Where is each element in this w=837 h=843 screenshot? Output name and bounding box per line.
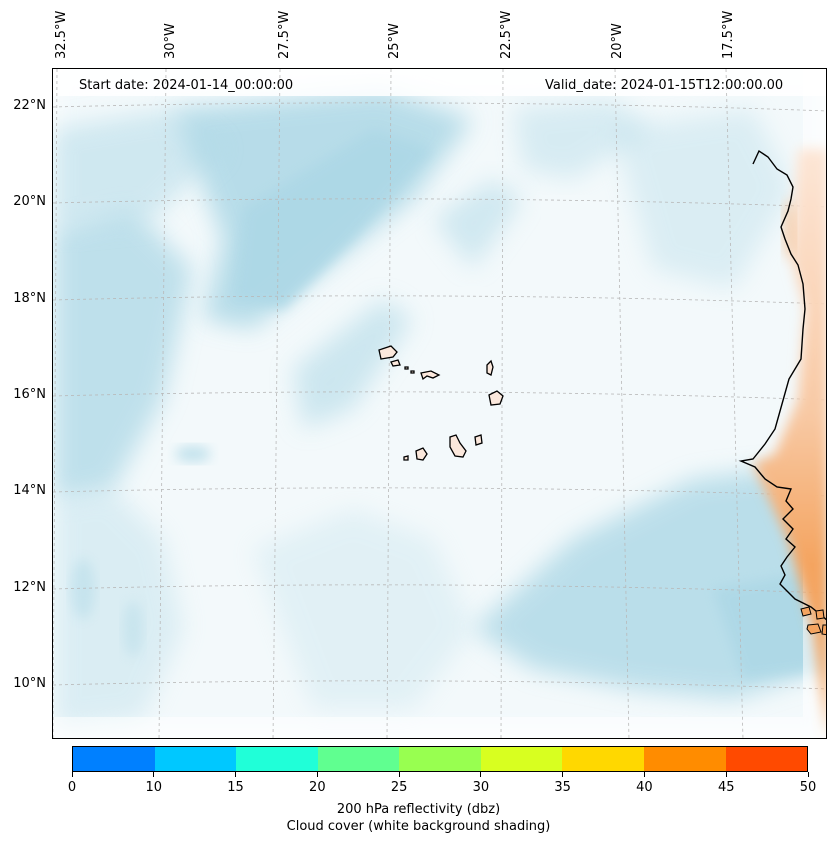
colorbar-tick-mark xyxy=(153,772,155,777)
lon-label-32-5w: 32.5°W xyxy=(54,10,69,59)
colorbar-tick-mark xyxy=(562,772,564,777)
colorbar-tick-label: 30 xyxy=(472,780,490,795)
colorbar-tick-mark xyxy=(398,772,400,777)
label-background xyxy=(53,69,826,96)
colorbar-segment-1 xyxy=(154,747,237,771)
colorbar-tick-label: 45 xyxy=(717,780,735,795)
colorbar-tick-mark xyxy=(807,772,809,777)
lat-label-14n: 14°N xyxy=(13,483,46,498)
colorbar-tick-label: 35 xyxy=(554,780,571,795)
start-date-label: Start date: 2024-01-14_00:00:00 xyxy=(79,78,294,93)
colorbar-segment-5 xyxy=(480,747,563,771)
lon-label-27-5w: 27.5°W xyxy=(277,10,292,59)
bissagos-islands xyxy=(800,606,826,636)
colorbar-tick-label: 25 xyxy=(390,780,408,795)
island-sao-vicente xyxy=(390,359,401,367)
west-africa-coastline xyxy=(738,149,826,621)
lat-label-20n: 20°N xyxy=(13,194,46,209)
lat-label-16n: 16°N xyxy=(13,387,46,402)
cape-verde-islands xyxy=(378,345,504,461)
island-sal xyxy=(486,359,494,376)
colorbar-tick-label: 10 xyxy=(145,780,163,795)
colorbar-segment-7 xyxy=(643,747,726,771)
colorbar-segment-3 xyxy=(317,747,400,771)
colorbar-tick-mark xyxy=(725,772,727,777)
colorbar-segment-4 xyxy=(399,747,481,771)
lon-label-30w: 30°W xyxy=(163,23,178,59)
colorbar-segment-0 xyxy=(73,747,155,771)
colorbar-segment-6 xyxy=(562,747,644,771)
reflectivity-colorbar xyxy=(72,746,808,772)
island-santo-antao xyxy=(378,345,398,360)
colorbar-tick-mark xyxy=(316,772,318,777)
lon-label-22-5w: 22.5°W xyxy=(499,10,514,59)
valid-date-label: Valid_date: 2024-01-15T12:00:00.00 xyxy=(545,78,784,93)
lat-label-12n: 12°N xyxy=(13,580,46,595)
colorbar-tick-mark xyxy=(71,772,73,777)
colorbar-sublabel: Cloud cover (white background shading) xyxy=(286,819,551,834)
island-maio xyxy=(474,434,483,446)
colorbar-tick-label: 15 xyxy=(227,780,244,795)
island-sao-nicolau xyxy=(420,370,441,381)
colorbar-segment-8 xyxy=(725,747,808,771)
map-frame xyxy=(52,68,827,739)
lat-label-22n: 22°N xyxy=(13,98,46,113)
island-santiago xyxy=(449,434,467,458)
colorbar-tick-mark xyxy=(643,772,645,777)
colorbar-tick-mark xyxy=(480,772,482,777)
cloud-cover-shading xyxy=(53,69,826,738)
colorbar-tick-label: 50 xyxy=(799,780,817,795)
lon-label-17-5w: 17.5°W xyxy=(721,10,736,59)
colorbar-tick-label: 0 xyxy=(67,780,77,795)
lon-label-20w: 20°W xyxy=(610,23,625,59)
island-boa-vista xyxy=(488,390,504,406)
colorbar-tick-label: 20 xyxy=(309,780,326,795)
lon-label-25w: 25°W xyxy=(387,23,402,59)
lat-label-10n: 10°N xyxy=(13,676,46,691)
map-canvas xyxy=(53,69,826,738)
island-brava xyxy=(403,455,409,461)
lat-label-18n: 18°N xyxy=(13,291,46,306)
island-fogo xyxy=(415,447,428,461)
colorbar-segment-2 xyxy=(236,747,318,771)
gridlines xyxy=(53,69,826,738)
colorbar-label: 200 hPa reflectivity (dbz) xyxy=(336,802,501,817)
colorbar-tick-label: 40 xyxy=(636,780,653,795)
colorbar-tick-mark xyxy=(235,772,237,777)
